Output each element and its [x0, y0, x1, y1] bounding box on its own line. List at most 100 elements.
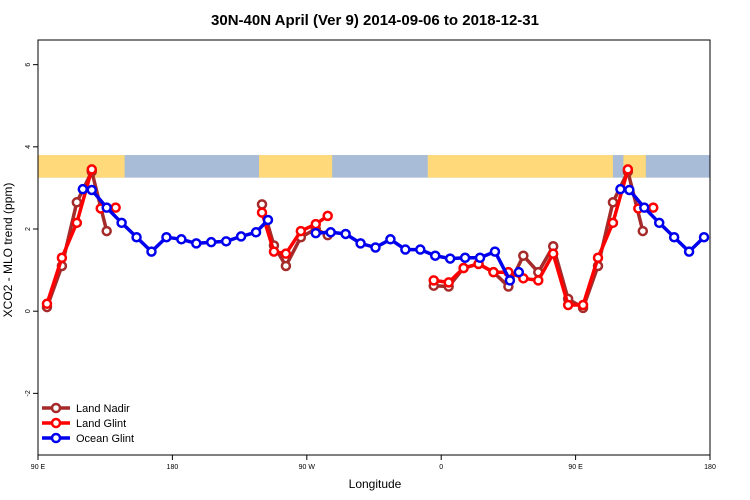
ocean-glint-point-0-5 — [146, 246, 157, 257]
land-nadir-point-1-2 — [280, 260, 292, 272]
ocean-glint-point-0-9 — [205, 236, 217, 248]
legend-item-ocean-glint: Ocean Glint — [42, 432, 134, 445]
land-nadir-point-1-0 — [256, 199, 268, 210]
y-tick-label-1: 0 — [25, 309, 32, 313]
ocean-glint-point-1-13 — [504, 275, 516, 286]
ocean-glint-point-1-8 — [429, 250, 441, 261]
ocean-glint-point-1-1 — [325, 227, 336, 238]
ocean-glint-point-0-2 — [101, 202, 112, 213]
ocean-glint-point-3-6 — [698, 231, 710, 243]
legend-item-land-glint: Land Glint — [42, 417, 126, 430]
ocean-glint-point-0-0 — [77, 183, 89, 195]
ocean-glint-point-1-6 — [400, 244, 411, 255]
ocean-glint-point-3-3 — [653, 217, 665, 229]
ocean-glint-point-3-0 — [615, 183, 626, 195]
x-tick-label-0: 90 E — [31, 464, 46, 471]
land-glint-line-3 — [433, 168, 630, 307]
axes: 90 E 180 90 W 0 90 E 180 -2 0 2 4 6 — [25, 39, 716, 471]
ocean-glint-point-0-3 — [116, 217, 127, 229]
x-tick-label-4: 90 E — [568, 464, 583, 471]
ocean-glint-point-0-12 — [250, 227, 262, 238]
ocean-glint-point-0-7 — [176, 234, 187, 245]
land-glint-point-3-10 — [577, 299, 589, 311]
land-glint-point-3-2 — [458, 262, 469, 274]
ocean-glint-point-0-13 — [262, 214, 274, 226]
land-glint-point-4-1 — [648, 202, 659, 213]
legend-label-ocean-glint: Ocean Glint — [76, 433, 134, 445]
land-glint-point-2-5 — [322, 210, 333, 222]
land-glint-point-0-2 — [71, 217, 83, 229]
ocean-glint-point-0-8 — [191, 238, 202, 249]
land-glint-point-3-1 — [443, 277, 454, 288]
land-nadir-point-0-4 — [101, 225, 112, 237]
ocean-glint-point-1-7 — [415, 244, 426, 255]
land-glint-point-0-1 — [56, 252, 68, 264]
land-glint-point-3-13 — [622, 164, 634, 175]
chart-title: 30N-40N April (Ver 9) 2014-09-06 to 2018… — [211, 12, 539, 29]
land-band-2 — [427, 155, 613, 178]
ocean-glint-point-1-0 — [310, 227, 322, 239]
land-nadir-point-0-2 — [71, 197, 83, 208]
ocean-glint-point-3-4 — [668, 231, 680, 243]
land-band-0 — [38, 155, 125, 178]
land-glint-point-2-0 — [256, 207, 268, 218]
y-tick-label-2: 2 — [25, 227, 32, 231]
ocean-glint-point-1-3 — [355, 238, 366, 249]
ocean-glint-point-1-11 — [474, 252, 486, 264]
land-glint-point-2-1 — [268, 246, 280, 257]
land-glint-point-3-11 — [592, 252, 604, 264]
ocean-glint-point-1-9 — [444, 253, 456, 264]
ocean-glint-point-1-2 — [340, 228, 351, 240]
land-glint-point-3-4 — [488, 266, 499, 278]
legend-label-land-nadir: Land Nadir — [76, 403, 130, 415]
series-layer — [41, 164, 710, 314]
land-glint-point-3-7 — [533, 275, 544, 286]
land-glint-point-2-2 — [280, 248, 292, 259]
legend-marker-ocean-glint — [50, 432, 62, 444]
land-glint-point-0-3 — [86, 164, 98, 175]
land-glint-point-1-1 — [110, 202, 121, 213]
x-tick-label-1: 180 — [167, 464, 179, 471]
y-axis-label: XCO2 - MLO trend (ppm) — [1, 183, 15, 318]
ocean-glint-line-0 — [82, 187, 270, 254]
land-nadir-line-2 — [433, 169, 645, 310]
y-tick-label-0: -2 — [25, 390, 32, 396]
x-axis-label: Longitude — [349, 477, 402, 491]
plot-frame — [37, 39, 711, 456]
y-tick-label-4: 6 — [25, 63, 32, 67]
x-tick-label-5: 180 — [704, 464, 716, 471]
land-glint-point-2-3 — [295, 225, 307, 237]
land-glint-line-0 — [45, 168, 94, 305]
ocean-glint-point-1-5 — [385, 234, 396, 245]
land-glint-point-3-8 — [547, 248, 559, 259]
ocean-glint-point-1-10 — [459, 252, 471, 264]
legend-label-land-glint: Land Glint — [76, 418, 126, 430]
land-glint-point-2-4 — [310, 218, 322, 230]
land-nadir-line-0 — [45, 169, 109, 308]
land-nadir-point-2-6 — [518, 250, 529, 261]
ocean-glint-point-3-5 — [683, 246, 695, 257]
land-glint-point-3-12 — [607, 217, 619, 229]
y-tick-label-3: 4 — [25, 145, 32, 149]
series-ocean-glint — [77, 183, 710, 286]
ocean-glint-point-2-0 — [513, 266, 525, 278]
land-nadir-point-2-12 — [607, 197, 619, 208]
legend-marker-land-nadir — [50, 402, 62, 414]
land-nadir-point-2-14 — [637, 225, 649, 237]
land-mask-band — [38, 155, 710, 178]
ocean-glint-point-0-10 — [220, 236, 232, 247]
ocean-glint-point-3-2 — [639, 202, 650, 213]
land-glint-point-3-9 — [562, 299, 574, 311]
legend: Land Nadir Land Glint Ocean Glint — [42, 402, 134, 445]
ocean-glint-point-0-1 — [86, 184, 98, 196]
legend-marker-land-glint — [50, 417, 62, 429]
land-glint-point-0-0 — [41, 298, 53, 310]
x-tick-label-3: 0 — [439, 464, 443, 471]
ocean-glint-point-0-11 — [235, 231, 247, 242]
land-glint-point-3-0 — [428, 275, 439, 286]
x-tick-label-2: 90 W — [299, 464, 316, 471]
ocean-glint-point-0-6 — [161, 231, 172, 243]
legend-item-land-nadir: Land Nadir — [42, 402, 130, 415]
ocean-glint-point-1-12 — [489, 246, 501, 257]
